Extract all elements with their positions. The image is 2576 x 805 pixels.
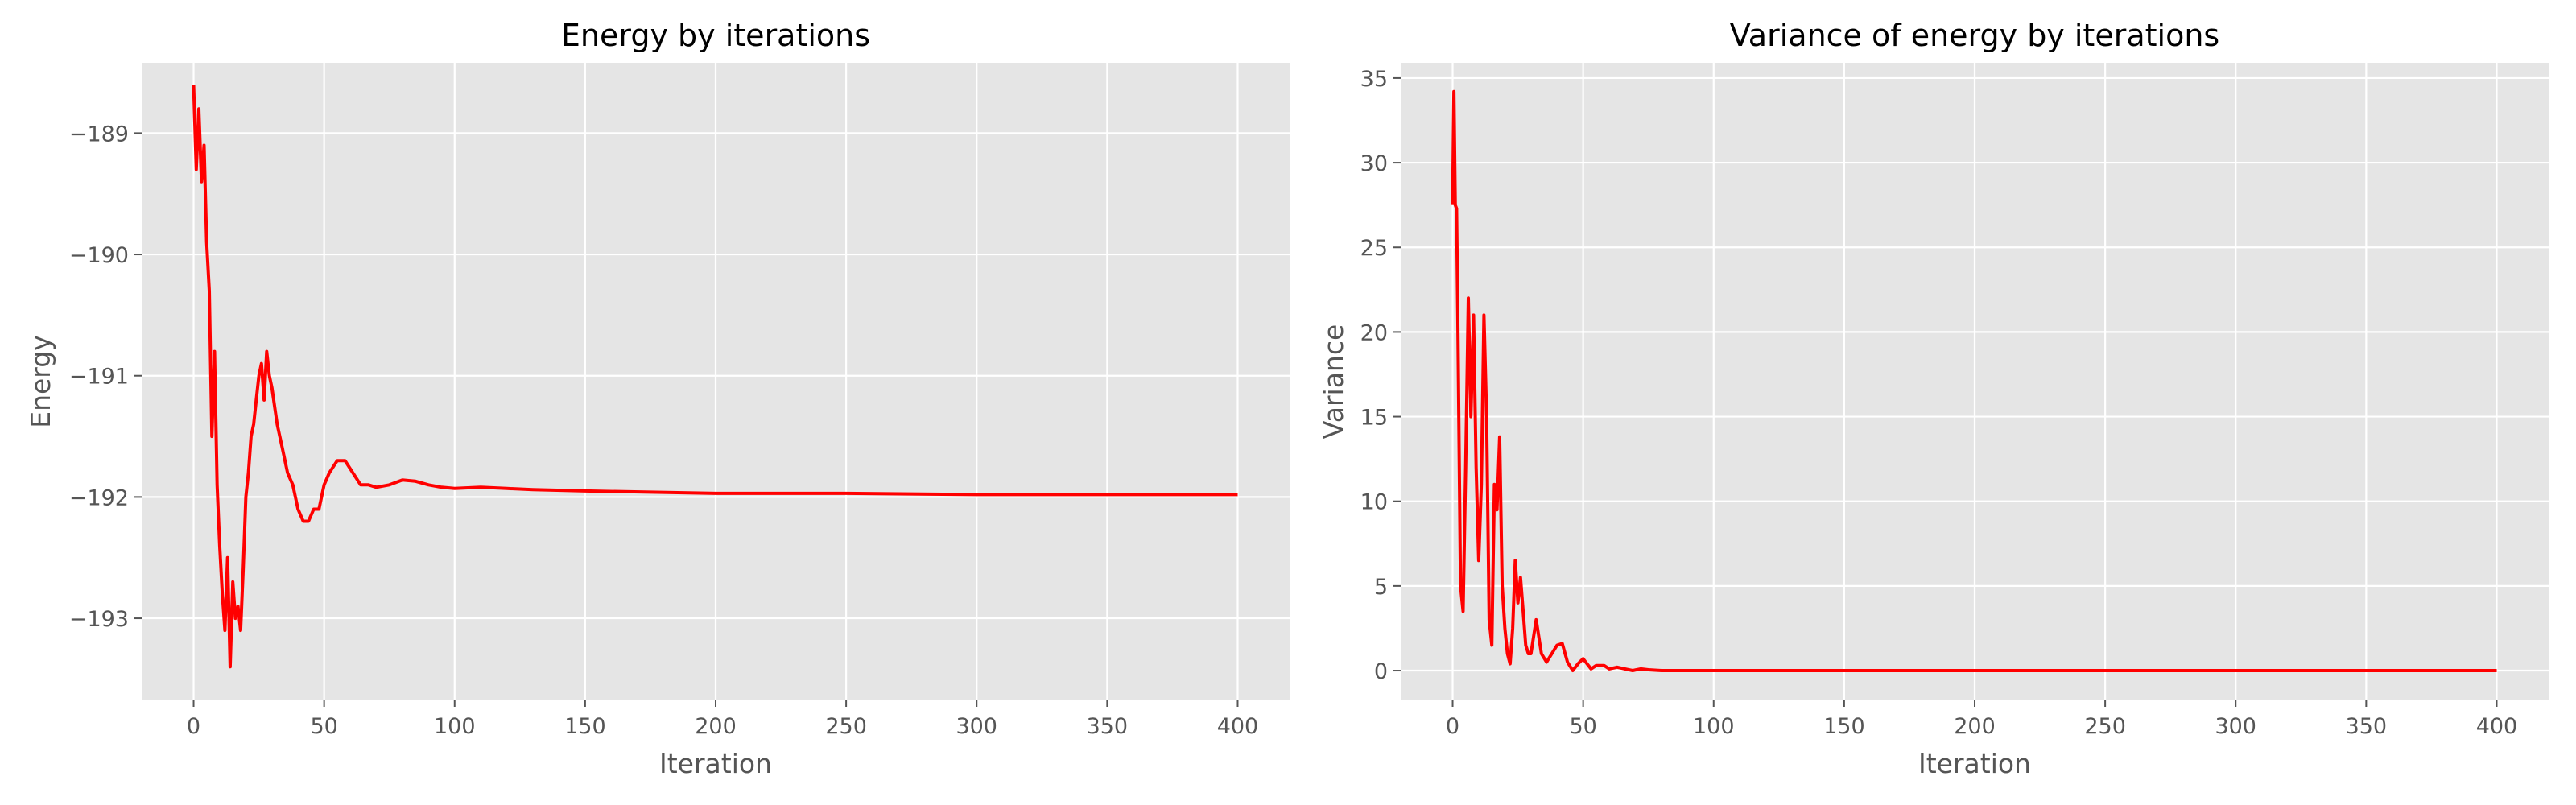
energy-chart: Energy by iterations 0 50 100 150 200 250 300 3… bbox=[25, 18, 1290, 779]
y-tick-label: 35 bbox=[1360, 67, 1388, 92]
grid bbox=[1401, 63, 2549, 700]
y-tick-label: 20 bbox=[1360, 320, 1388, 345]
series-group bbox=[192, 85, 1238, 669]
x-tick-label: 100 bbox=[434, 714, 476, 739]
x-tick-label: 0 bbox=[187, 714, 200, 739]
y-tick-label: −193 bbox=[69, 607, 129, 632]
chart-title: Variance of energy by iterations bbox=[1730, 18, 2219, 53]
x-tick-label: 250 bbox=[825, 714, 867, 739]
x-tick-label: 50 bbox=[1569, 714, 1596, 739]
x-tick-label: 400 bbox=[2476, 714, 2518, 739]
grid bbox=[142, 63, 1290, 700]
y-tick-label: −189 bbox=[69, 122, 129, 147]
x-tick-label: 200 bbox=[1954, 714, 1996, 739]
series-line bbox=[192, 85, 1238, 669]
x-axis-label: Iteration bbox=[659, 748, 772, 779]
y-tick-label: −192 bbox=[69, 485, 129, 510]
x-tick-label: 350 bbox=[1087, 714, 1129, 739]
x-tick-label: 50 bbox=[310, 714, 337, 739]
x-tick-label: 250 bbox=[2084, 714, 2126, 739]
x-tick-label: 0 bbox=[1446, 714, 1459, 739]
y-tick-label: 30 bbox=[1360, 151, 1388, 176]
x-tick-label: 100 bbox=[1693, 714, 1735, 739]
y-tick-label: 25 bbox=[1360, 236, 1388, 261]
series-line bbox=[1451, 89, 2497, 672]
x-tick-label: 300 bbox=[2215, 714, 2256, 739]
y-tick-label: 10 bbox=[1360, 490, 1388, 515]
x-tick-label: 150 bbox=[564, 714, 606, 739]
y-tick-label: 5 bbox=[1374, 575, 1388, 600]
y-tick-label: −191 bbox=[69, 365, 129, 390]
y-tick-label: 15 bbox=[1360, 406, 1388, 431]
y-axis-label: Variance bbox=[1318, 324, 1349, 440]
x-tick-label: 350 bbox=[2346, 714, 2388, 739]
y-axis-label: Energy bbox=[25, 335, 56, 428]
axis-ticks: 0 50 100 150 200 250 300 350 400 −193 −192 −191 −190… bbox=[69, 122, 1258, 739]
chart-title: Energy by iterations bbox=[561, 18, 870, 53]
y-tick-label: −190 bbox=[69, 243, 129, 268]
x-tick-label: 300 bbox=[956, 714, 997, 739]
axis-ticks: 0 50 100 150 200 250 300 350 400 0 5 10 15 20 25 30 35 bbox=[1360, 67, 2518, 739]
variance-chart: Variance of energy by iterations 0 50 100 1… bbox=[1318, 18, 2549, 779]
x-tick-label: 200 bbox=[695, 714, 737, 739]
y-tick-label: 0 bbox=[1374, 659, 1388, 684]
x-tick-label: 400 bbox=[1217, 714, 1259, 739]
x-tick-label: 150 bbox=[1823, 714, 1865, 739]
x-axis-label: Iteration bbox=[1918, 748, 2031, 779]
series-group bbox=[1451, 89, 2497, 672]
